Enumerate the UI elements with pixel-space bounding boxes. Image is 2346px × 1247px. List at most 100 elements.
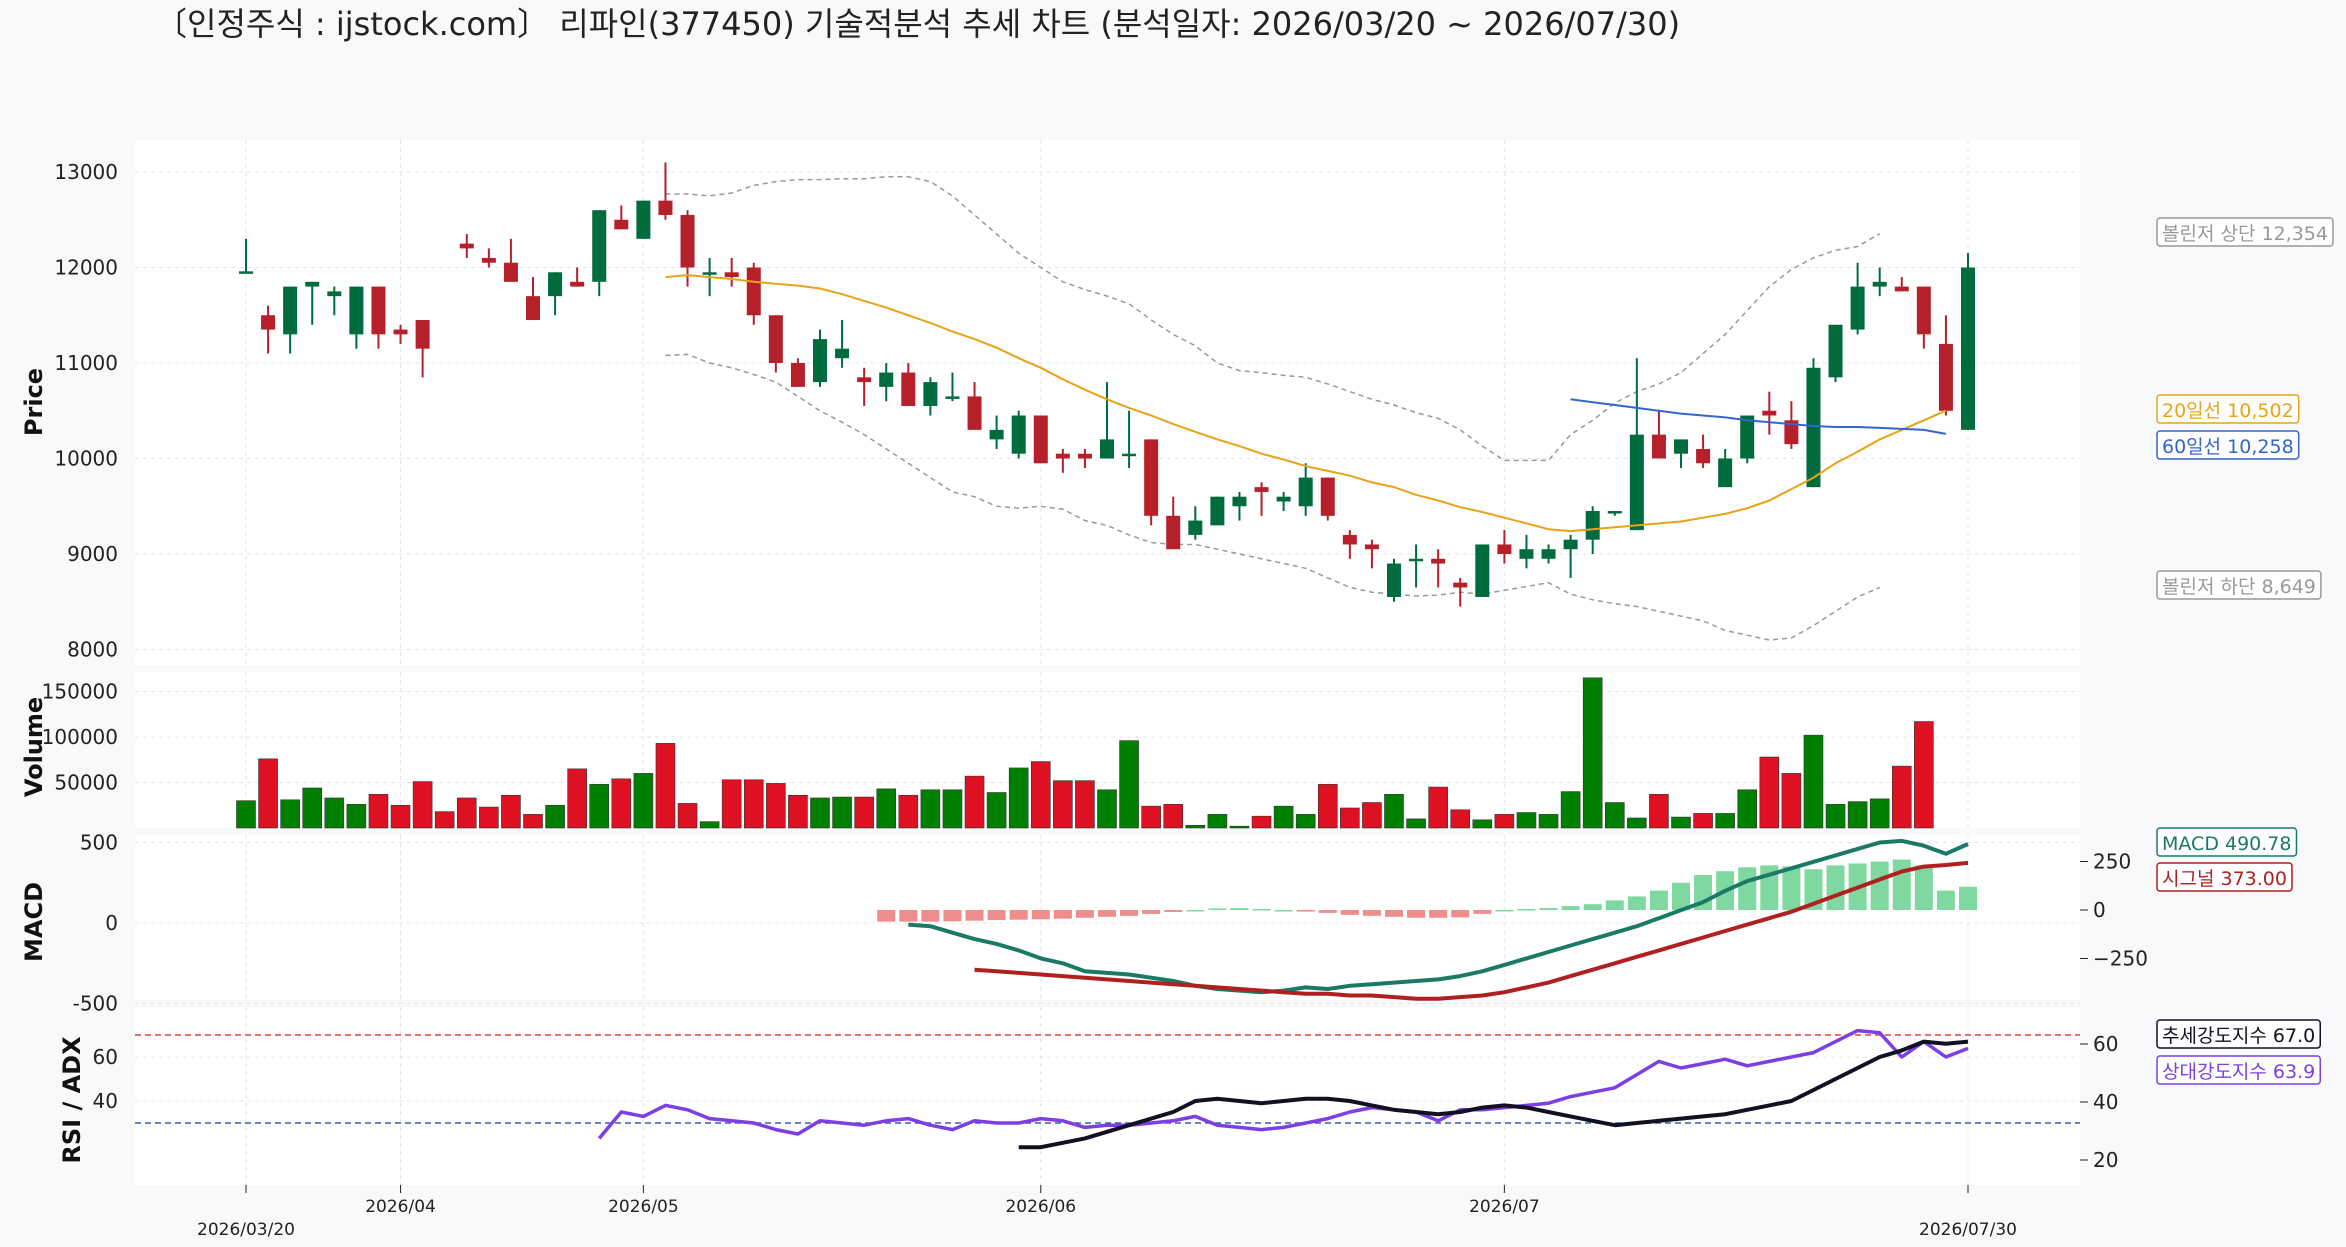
candle-body (592, 210, 607, 282)
macd-hist-bar (1804, 869, 1823, 910)
candle-body (1232, 496, 1247, 507)
volume-bar (986, 792, 1007, 829)
candle-body (702, 272, 717, 275)
annotation-box: MACD 490.78 (2156, 827, 2298, 857)
volume-bar (1538, 814, 1559, 829)
annotation-box: 추세강도지수 67.0 (2156, 1019, 2321, 1049)
candle-body (1431, 558, 1446, 564)
macd-hist-bar (1914, 865, 1933, 910)
candle-body (835, 348, 850, 359)
candle-body (415, 320, 430, 349)
volume-bar (1472, 819, 1493, 829)
volume-bar (810, 797, 830, 829)
candle-body (857, 377, 872, 383)
candle-body (481, 257, 496, 263)
signal-line (974, 860, 1969, 1001)
volume-bar (1384, 794, 1404, 829)
volume-bar (721, 779, 742, 829)
volume-bar (1671, 816, 1691, 829)
candle-body (1364, 544, 1379, 550)
macd-hist-bar (1451, 910, 1470, 918)
volume-bar (1030, 761, 1051, 829)
candle-body (768, 315, 783, 363)
candle-body (1210, 496, 1225, 526)
macd-hist-bar (1274, 910, 1293, 912)
candle-body (724, 272, 739, 278)
volume-bar (1008, 767, 1029, 829)
volume-bar (1803, 734, 1824, 829)
volume-bar (1649, 794, 1669, 829)
rsi-tick-label: 60 (93, 1045, 118, 1069)
macd-hist-bar (1362, 910, 1381, 916)
macd-hist-bar (1429, 910, 1448, 918)
volume-bar (1869, 798, 1890, 829)
price-tick-label: 8000 (67, 638, 118, 662)
volume-bar (1163, 804, 1184, 829)
candle-body (503, 262, 518, 282)
volume-bar (1914, 721, 1934, 829)
macd-hist-bar (921, 910, 940, 922)
candle-body (923, 382, 938, 406)
volume-bar (412, 781, 433, 829)
volume-bar (545, 804, 565, 829)
macd-hist-bar (1340, 910, 1359, 915)
macd-hist-bar (1495, 910, 1514, 912)
annotation-frame (2156, 1019, 2321, 1049)
volume-tick-label: 50000 (54, 771, 118, 795)
volume-bar (1516, 812, 1537, 829)
volume-bar (302, 787, 323, 829)
macd-hist-bar (1098, 910, 1116, 917)
candle-body (393, 329, 408, 335)
macd-hist-bar (1738, 867, 1757, 910)
ylabel-price: Price (20, 368, 48, 436)
volume-bar (1317, 784, 1338, 829)
volume-bar (456, 797, 477, 829)
candle-body (349, 286, 364, 335)
candle-body (1276, 496, 1291, 502)
candle-body (1298, 477, 1313, 507)
candle-body (1166, 515, 1181, 550)
annotation-label: 상대강도지수 63.9 (2162, 1061, 2315, 1083)
candle-body (901, 372, 916, 406)
volume-bar (1891, 765, 1912, 829)
annotation-label: 20일선 10,502 (2162, 400, 2294, 422)
volume-bar (1627, 817, 1647, 829)
candle-body (1519, 549, 1534, 559)
volume-bar (1715, 813, 1735, 829)
candle-body (1674, 439, 1688, 454)
volume-bar (1781, 773, 1802, 829)
volume-bar (1693, 813, 1713, 829)
adx-line (1018, 1039, 1969, 1150)
candle-body (636, 200, 651, 239)
annotation-frame (2156, 827, 2298, 857)
candle-body (680, 214, 695, 268)
rsi-right-tick-label: 40 (2093, 1090, 2118, 1114)
volume-bar (324, 797, 345, 829)
x-tick-label: 2026/04 (365, 1197, 436, 1217)
macd-line (908, 838, 1969, 995)
macd-hist-bar (1407, 910, 1426, 918)
macd-hist-bar (1230, 908, 1249, 910)
candle-body (1651, 434, 1666, 459)
macd-hist-bar (965, 910, 984, 921)
candle-body (1033, 415, 1048, 464)
macd-hist-bar (1031, 910, 1050, 920)
volume-bar (1450, 809, 1471, 829)
candle-body (570, 281, 585, 287)
volume-bar (898, 794, 919, 829)
macd-hist-bar (1142, 910, 1161, 914)
volume-bar (964, 775, 985, 829)
candle-body (1144, 439, 1159, 516)
volume-bar (1847, 801, 1868, 829)
candle-body (526, 296, 540, 321)
candle-body (1055, 453, 1070, 459)
candle-body (1696, 448, 1711, 464)
volume-bar (699, 821, 720, 829)
volume-bar (766, 783, 786, 829)
volume-bar (1273, 805, 1294, 829)
macd-hist-bar (1296, 910, 1315, 912)
macd-hist-bar (1517, 909, 1536, 911)
candle-body (1718, 458, 1733, 488)
volume-bar (1229, 825, 1250, 829)
